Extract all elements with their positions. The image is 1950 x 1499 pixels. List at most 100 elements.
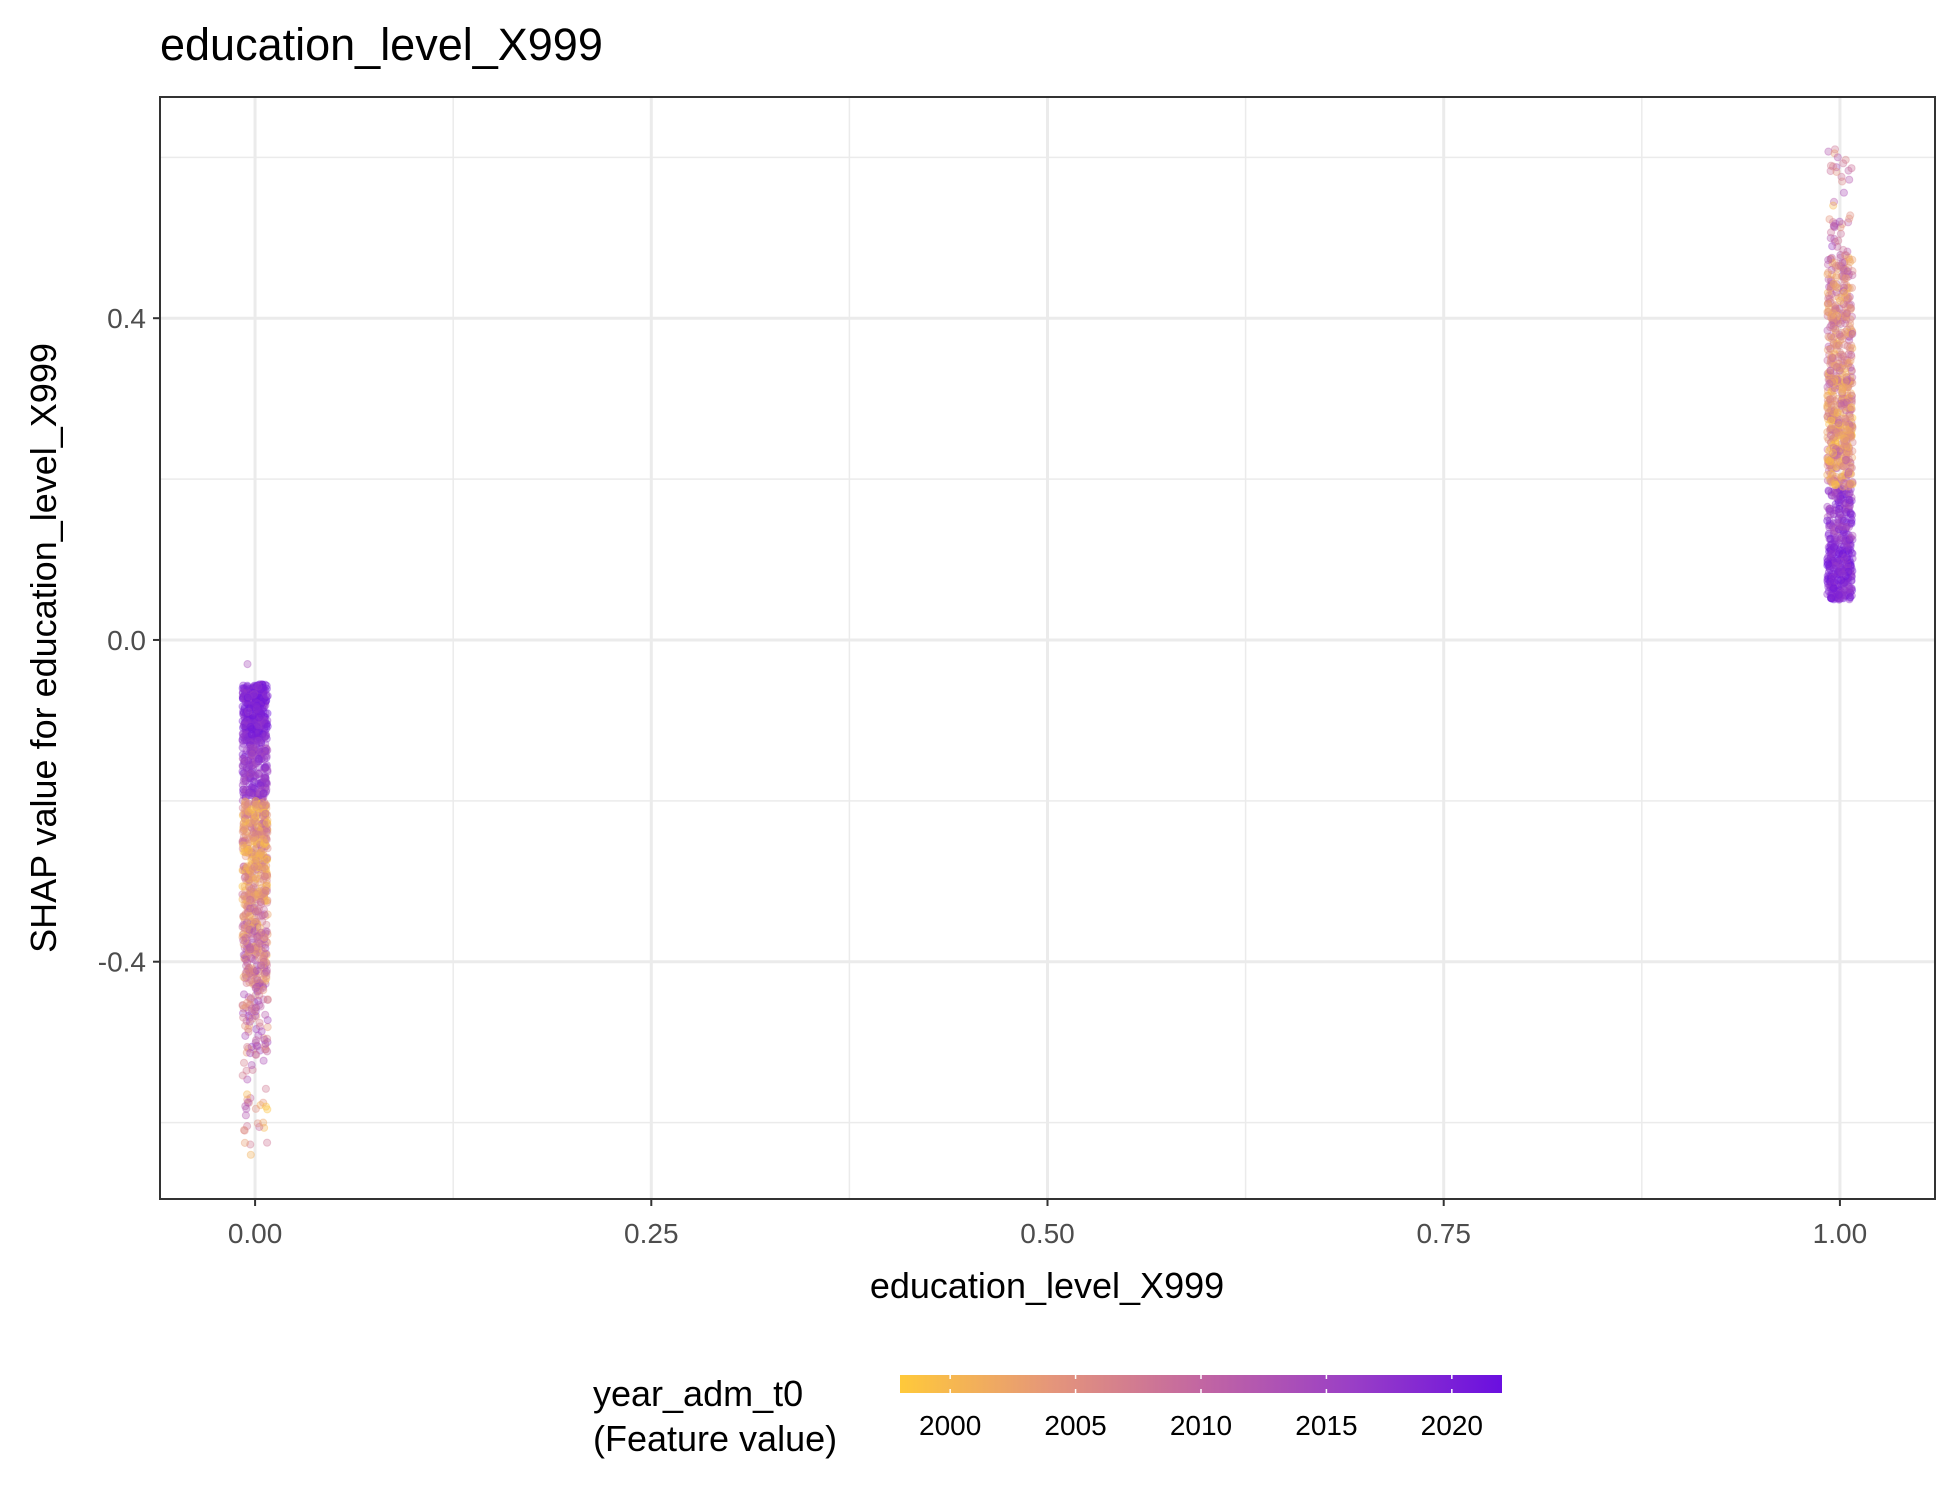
data-point: [249, 713, 258, 722]
data-point: [253, 933, 262, 942]
data-point: [1826, 554, 1835, 563]
data-point: [244, 791, 253, 800]
data-point: [248, 865, 257, 874]
data-point: [256, 709, 266, 719]
data-point: [250, 688, 260, 697]
data-point: [1825, 504, 1834, 513]
data-point: [255, 749, 264, 758]
data-point: [258, 794, 267, 803]
data-point: [248, 758, 257, 767]
data-point: [1823, 571, 1832, 581]
data-point: [262, 876, 271, 885]
data-point: [256, 860, 265, 869]
data-point: [247, 971, 256, 980]
data-point: [1838, 482, 1848, 491]
data-point: [263, 995, 272, 1005]
data-point: [258, 890, 267, 899]
data-point: [253, 923, 262, 932]
data-point: [241, 735, 250, 744]
data-point: [261, 732, 270, 741]
data-point: [246, 945, 255, 955]
data-point: [1827, 461, 1836, 470]
data-point: [1836, 494, 1846, 503]
data-point: [1833, 570, 1843, 579]
data-point: [1833, 548, 1843, 557]
data-point: [244, 684, 253, 694]
data-point: [249, 692, 258, 701]
data-point: [261, 809, 270, 818]
data-point: [250, 876, 260, 885]
data-point: [1841, 565, 1851, 574]
data-point: [258, 719, 267, 728]
data-point: [1833, 414, 1842, 423]
data-point: [257, 863, 266, 872]
data-point: [262, 747, 271, 756]
data-point: [262, 879, 271, 889]
data-point: [254, 795, 263, 804]
data-point: [1840, 586, 1849, 595]
data-point: [1827, 594, 1836, 603]
data-point: [245, 969, 254, 978]
data-point: [1827, 591, 1836, 600]
data-point: [244, 993, 253, 1002]
data-point: [243, 810, 252, 819]
data-point: [254, 709, 263, 718]
data-point: [262, 855, 271, 864]
data-point: [1845, 404, 1854, 413]
data-point: [1836, 250, 1845, 260]
data-point: [1833, 495, 1843, 504]
data-point: [1827, 540, 1836, 549]
data-point: [260, 969, 269, 978]
data-point: [1830, 479, 1840, 488]
data-point: [247, 735, 256, 744]
data-point: [1837, 533, 1846, 542]
data-point: [261, 709, 270, 718]
data-point: [253, 827, 263, 836]
data-point: [247, 718, 256, 727]
data-point: [1834, 430, 1843, 440]
data-point: [1828, 376, 1837, 386]
data-point: [263, 709, 272, 718]
data-point: [258, 803, 267, 812]
data-point: [247, 872, 256, 881]
data-point: [248, 954, 257, 964]
data-point: [249, 744, 258, 753]
data-point: [244, 736, 253, 745]
data-point: [1844, 567, 1853, 577]
data-point: [1845, 519, 1855, 529]
data-point: [241, 935, 250, 945]
data-point: [1846, 479, 1856, 488]
data-point: [1847, 418, 1856, 427]
data-point: [259, 789, 268, 798]
data-point: [1830, 409, 1839, 418]
data-point: [251, 899, 260, 908]
data-point: [1824, 299, 1833, 308]
data-point: [1841, 414, 1850, 423]
chart-title: education_level_X999: [160, 19, 603, 70]
data-point: [260, 703, 269, 712]
data-point: [1835, 570, 1844, 579]
data-point: [259, 712, 268, 721]
data-point: [1847, 586, 1857, 595]
data-point: [1832, 561, 1841, 570]
data-point: [252, 890, 261, 899]
data-point: [252, 731, 261, 740]
data-point: [1844, 482, 1853, 491]
data-point: [263, 821, 272, 830]
data-point: [1844, 468, 1853, 477]
data-point: [262, 896, 271, 906]
data-point: [261, 701, 270, 710]
data-point: [246, 722, 255, 732]
data-point: [1845, 376, 1854, 385]
data-point: [260, 713, 270, 722]
data-point: [1826, 549, 1835, 558]
data-point: [245, 890, 254, 899]
data-point: [247, 769, 256, 778]
data-point: [251, 853, 260, 863]
data-point: [1843, 440, 1852, 449]
data-point: [260, 856, 269, 865]
data-point: [239, 710, 248, 719]
data-point: [249, 692, 258, 701]
data-point: [262, 937, 271, 946]
data-point: [256, 709, 265, 718]
